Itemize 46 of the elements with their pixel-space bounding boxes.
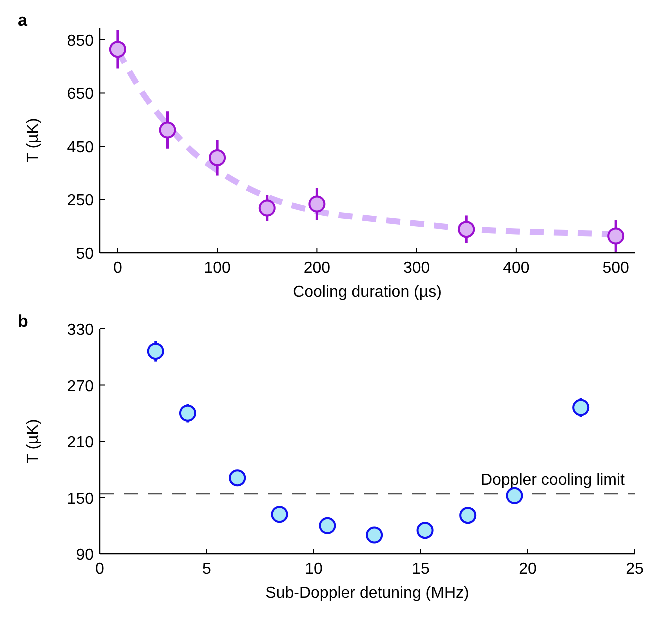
y-axis-title: T (µK) [25, 419, 42, 464]
x-tick-label: 200 [304, 260, 331, 277]
x-axis-title: Sub-Doppler detuning (MHz) [266, 585, 470, 602]
point [271, 506, 288, 524]
x-axis-title: Cooling duration (µs) [293, 284, 442, 301]
point [258, 200, 276, 217]
point [366, 526, 384, 544]
point [608, 228, 625, 245]
point [416, 522, 434, 540]
x-tick-label: 0 [96, 561, 105, 578]
x-tick-label: 15 [412, 561, 430, 578]
x-tick-label: 500 [602, 260, 630, 277]
point [308, 196, 326, 213]
ref-line-label: Doppler cooling limit [480, 472, 626, 489]
y-tick-label: 150 [67, 490, 94, 508]
chart-title: b [18, 312, 28, 331]
y-tick-label: 270 [67, 378, 94, 396]
y-tick-label: 850 [67, 32, 94, 50]
point [506, 487, 524, 504]
chart-title: a [18, 11, 28, 30]
x-tick-label: 300 [403, 260, 430, 277]
x-tick-label: 10 [305, 561, 323, 578]
x-tick-label: 0 [113, 260, 122, 277]
y-tick-label: 250 [67, 192, 94, 210]
point [319, 517, 336, 534]
x-tick-label: 100 [204, 260, 232, 277]
point [209, 149, 226, 166]
x-tick-label: 25 [626, 561, 644, 578]
point [109, 41, 126, 58]
point [159, 122, 176, 139]
x-tick-label: 5 [202, 561, 212, 578]
x-tick-label: 400 [503, 260, 530, 277]
y-tick-label: 90 [76, 547, 94, 564]
point [229, 470, 246, 487]
point [179, 404, 196, 422]
y-tick-label: 50 [76, 246, 94, 263]
y-tick-label: 210 [67, 434, 94, 452]
y-tick-label: 330 [67, 322, 94, 339]
point [460, 507, 477, 524]
y-tick-label: 650 [67, 86, 94, 104]
y-tick-label: 450 [67, 139, 94, 156]
point [147, 343, 164, 360]
y-axis-title: T (µK) [25, 118, 42, 163]
point [458, 221, 476, 238]
point [572, 399, 590, 416]
x-tick-label: 20 [519, 561, 537, 578]
